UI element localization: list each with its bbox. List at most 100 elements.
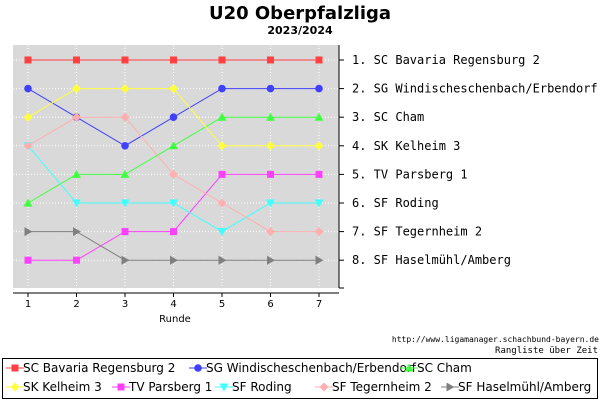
series-3-point-1 xyxy=(23,198,33,207)
legend-label-7: SF Tegernheim 2 xyxy=(332,380,432,394)
series-2-point-6 xyxy=(266,84,275,93)
rank-label-8: 8. SF Haselmühl/Amberg xyxy=(352,253,511,267)
final-ranking: 1. SC Bavaria Regensburg 2 2. SG Windisch… xyxy=(352,53,598,267)
legend-item-5: TV Parsberg 1 xyxy=(112,380,212,394)
x-ticks: 1 2 3 4 5 6 7 xyxy=(25,293,322,310)
legend-label-1: SC Bavaria Regensburg 2 xyxy=(23,361,175,375)
plot-area xyxy=(13,45,339,288)
series-5-point-1 xyxy=(24,256,32,264)
legend-label-3: SC Cham xyxy=(417,361,472,375)
series-1 xyxy=(24,56,323,64)
series-6-point-7 xyxy=(314,199,324,208)
series-2-point-7 xyxy=(315,84,323,93)
series-3-point-6 xyxy=(266,112,275,121)
rank-label-1: 1. SC Bavaria Regensburg 2 xyxy=(352,53,540,67)
series-6-point-6 xyxy=(266,199,275,208)
series-2-point-5 xyxy=(218,84,226,93)
series-2-point-1 xyxy=(24,84,32,93)
series-4-point-4 xyxy=(169,84,178,94)
y-ticks xyxy=(339,59,344,289)
series-2-point-3 xyxy=(121,142,129,150)
series-layer xyxy=(23,56,324,265)
series-6-point-5 xyxy=(217,228,227,237)
series-1-point-5 xyxy=(218,56,226,64)
rank-label-6: 6. SF Roding xyxy=(352,196,439,210)
series-1-point-1 xyxy=(24,56,32,64)
series-7-point-3 xyxy=(120,112,130,122)
rank-label-5: 5. TV Parsberg 1 xyxy=(352,167,468,181)
series-5-point-3 xyxy=(121,228,129,236)
series-5-point-4 xyxy=(170,228,177,236)
chart-title: U20 Oberpfalzliga xyxy=(209,3,391,24)
legend-box xyxy=(2,358,598,399)
legend: SC Bavaria Regensburg 2 SG Windischeschen… xyxy=(6,361,591,394)
series-4 xyxy=(23,84,324,151)
legend-item-3: SC Cham xyxy=(400,361,472,375)
legend-item-4: SK Kelheim 3 xyxy=(6,380,102,394)
legend-marker-5 xyxy=(117,383,125,391)
series-7-point-6 xyxy=(266,227,275,237)
series-6-point-2 xyxy=(72,199,81,208)
series-7-point-7 xyxy=(314,227,324,237)
series-5-point-7 xyxy=(315,170,323,178)
series-4-point-6 xyxy=(266,141,275,151)
rank-label-2: 2. SG Windischeschenbach/Erbendorf xyxy=(352,82,598,96)
legend-item-6: SF Roding xyxy=(215,380,292,394)
legend-item-1: SC Bavaria Regensburg 2 xyxy=(6,361,175,375)
legend-marker-6 xyxy=(219,383,229,392)
series-1-point-4 xyxy=(170,56,177,64)
series-4-point-7 xyxy=(314,141,324,151)
series-7 xyxy=(23,112,324,237)
x-tick-label-2: 2 xyxy=(73,299,79,310)
legend-marker-1 xyxy=(11,364,19,372)
legend-marker-8 xyxy=(446,382,455,392)
series-3-point-4 xyxy=(169,141,178,150)
legend-marker-4 xyxy=(10,382,20,392)
series-8-point-3 xyxy=(121,255,130,265)
series-6-point-3 xyxy=(120,199,130,208)
x-tick-label-5: 5 xyxy=(219,299,225,310)
series-4-point-3 xyxy=(120,84,130,94)
x-tick-label-3: 3 xyxy=(122,299,128,310)
series-3-point-2 xyxy=(72,169,81,178)
legend-label-6: SF Roding xyxy=(232,380,292,394)
series-3-point-7 xyxy=(314,112,324,121)
x-axis-label: Runde xyxy=(159,314,191,325)
series-1-point-6 xyxy=(267,56,274,64)
credit-url: http://www.ligamanager.schachbund-bayern… xyxy=(392,335,599,344)
series-1-point-2 xyxy=(73,56,80,64)
legend-label-4: SK Kelheim 3 xyxy=(23,380,102,394)
series-7-point-1 xyxy=(23,141,33,151)
legend-item-8: SF Haselmühl/Amberg xyxy=(441,380,591,394)
series-3 xyxy=(23,112,324,207)
series-7-point-2 xyxy=(72,112,81,122)
series-7-point-4 xyxy=(169,169,178,179)
legend-marker-3 xyxy=(404,363,414,372)
series-7-point-5 xyxy=(217,198,227,208)
legend-label-8: SF Haselmühl/Amberg xyxy=(458,380,591,394)
series-6-point-4 xyxy=(169,199,178,208)
credit-caption: Rangliste über Zeit xyxy=(495,346,598,356)
series-5 xyxy=(24,170,323,264)
series-3-point-5 xyxy=(217,112,227,121)
legend-item-2: SG Windischeschenbach/Erbendorf xyxy=(189,361,417,375)
legend-label-2: SG Windischeschenbach/Erbendorf xyxy=(206,361,417,375)
chart-subtitle: 2023/2024 xyxy=(267,24,333,37)
x-tick-label-1: 1 xyxy=(25,299,31,310)
series-8 xyxy=(24,227,324,265)
x-tick-label-4: 4 xyxy=(170,299,176,310)
series-5-point-5 xyxy=(218,170,226,178)
series-8-point-7 xyxy=(315,255,324,265)
rank-label-4: 4. SK Kelheim 3 xyxy=(352,139,460,153)
x-tick-label-6: 6 xyxy=(267,299,273,310)
series-4-point-5 xyxy=(217,141,227,151)
series-1-point-7 xyxy=(315,56,323,64)
series-1-point-3 xyxy=(121,56,129,64)
rank-label-7: 7. SF Tegernheim 2 xyxy=(352,225,482,239)
series-3-point-3 xyxy=(120,169,130,178)
series-8-point-4 xyxy=(170,255,178,265)
series-8-point-1 xyxy=(24,227,33,237)
series-2-point-4 xyxy=(169,113,178,121)
series-5-point-6 xyxy=(267,170,274,178)
